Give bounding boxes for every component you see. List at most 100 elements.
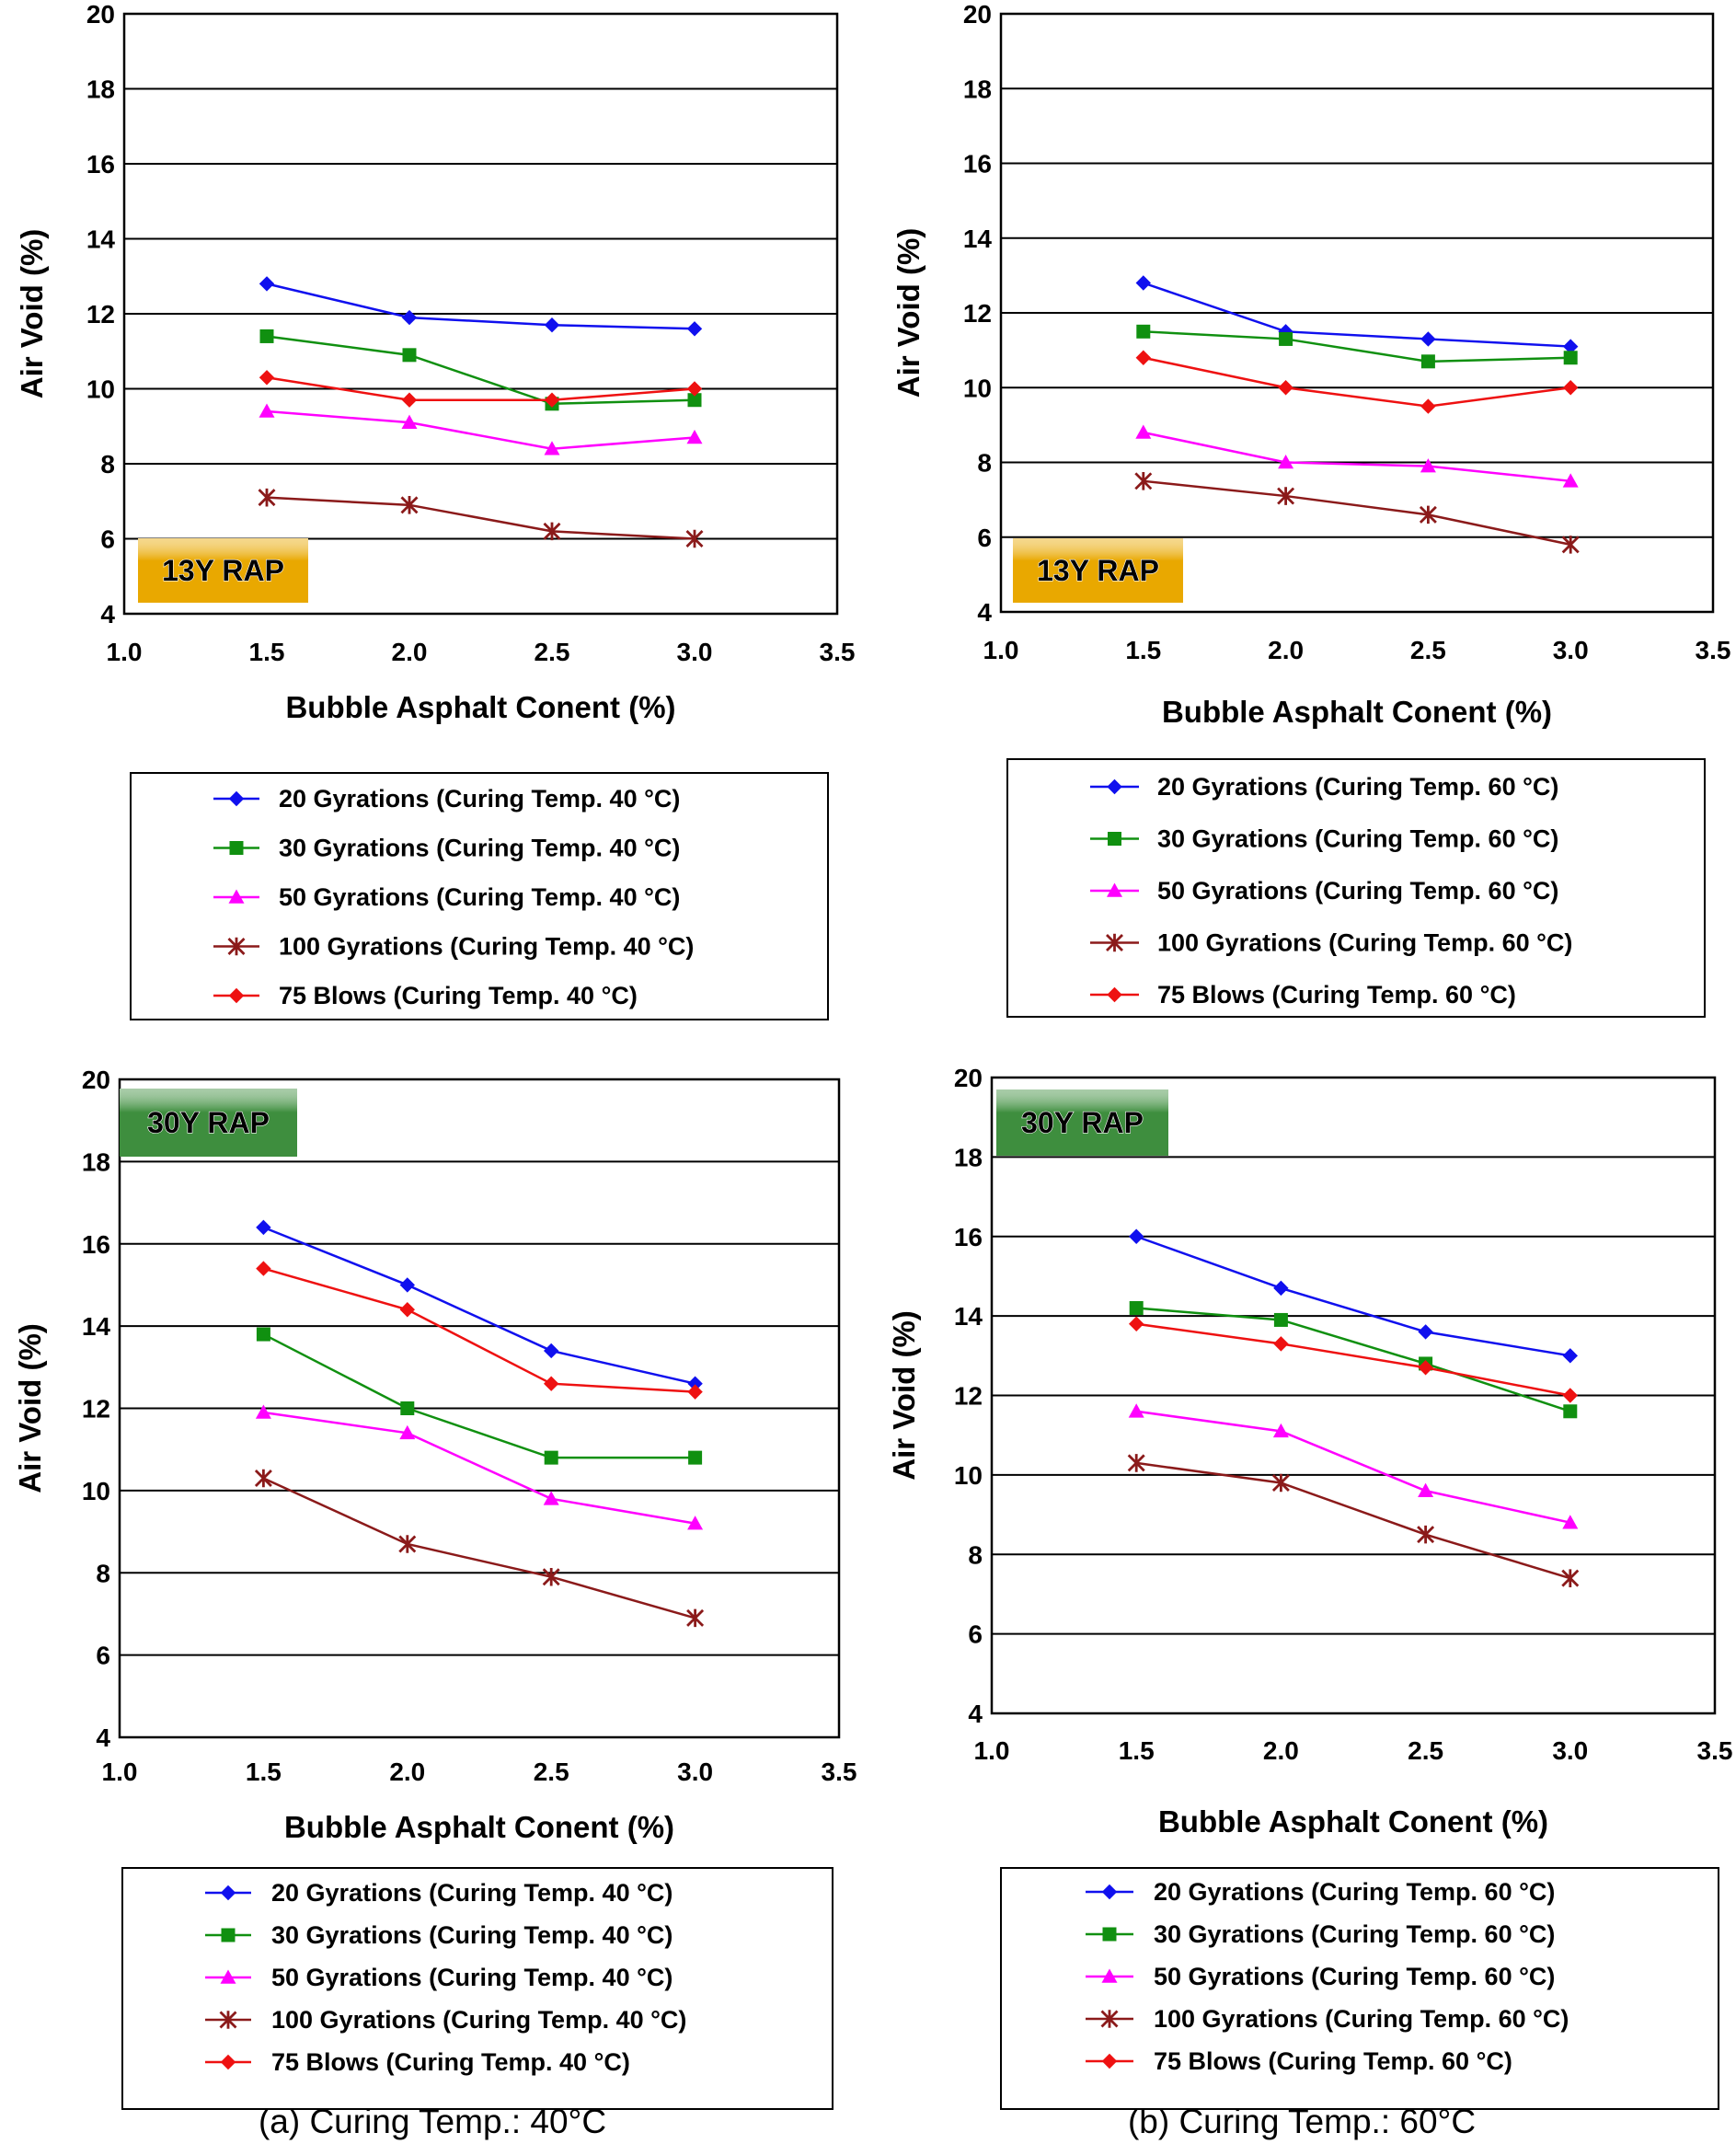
y-tick-label: 12 xyxy=(86,300,115,329)
badge-highlight xyxy=(996,1089,1168,1156)
data-point xyxy=(1127,1454,1145,1472)
y-tick-label: 20 xyxy=(82,1066,110,1094)
data-point xyxy=(544,1450,558,1465)
chart-13y-rap-60c: 4 6 8 10 12 14 16 18 20 1.0 1.5 2.0 2.5 3.0 3.5 Bubble … xyxy=(891,0,1731,1018)
x-tick-label: 2.5 xyxy=(1408,1736,1443,1765)
y-tick-label: 4 xyxy=(977,598,992,627)
y-tick-label: 8 xyxy=(96,1559,110,1587)
badge-label: 13Y RAP xyxy=(1037,554,1159,587)
x-tick-label: 1.0 xyxy=(102,1758,138,1786)
data-point xyxy=(1128,1403,1144,1418)
y-tick-label: 8 xyxy=(977,449,992,478)
data-point xyxy=(1420,458,1436,473)
data-point xyxy=(544,392,560,408)
legend-marker xyxy=(1107,778,1122,795)
data-point xyxy=(401,414,418,429)
data-point xyxy=(259,276,275,292)
legend-box xyxy=(121,1867,834,2110)
data-point xyxy=(1418,1360,1433,1376)
data-point xyxy=(1563,1404,1578,1419)
y-tick-label: 14 xyxy=(963,225,993,253)
y-tick-label: 6 xyxy=(968,1620,983,1649)
chart-30y-rap-40c: 4 6 8 10 12 14 16 18 20 1.0 1.5 2.0 2.5 3.0 3.5 Bubble … xyxy=(13,1066,857,2110)
x-axis-title: Bubble Asphalt Conent (%) xyxy=(1158,1804,1548,1839)
y-tick-label: 16 xyxy=(963,150,992,179)
data-point xyxy=(255,1404,271,1419)
legend-marker xyxy=(227,937,246,956)
legend-label: 75 Blows (Curing Temp. 60 °C) xyxy=(1154,2047,1512,2075)
data-point xyxy=(543,522,561,541)
series-line xyxy=(1136,1410,1571,1524)
legend-marker xyxy=(1101,1968,1118,1983)
data-point xyxy=(1562,380,1579,396)
x-tick-label: 3.0 xyxy=(1552,1736,1588,1765)
y-axis-title: Air Void (%) xyxy=(887,1310,921,1481)
y-tick-label: 12 xyxy=(82,1395,110,1424)
data-point xyxy=(1417,1525,1435,1544)
data-point xyxy=(401,309,418,326)
y-tick-label: 12 xyxy=(963,299,992,328)
data-point xyxy=(1273,1312,1288,1327)
legend-label: 100 Gyrations (Curing Temp. 60 °C) xyxy=(1154,2005,1569,2033)
data-point xyxy=(688,1450,703,1465)
data-point xyxy=(544,317,560,333)
legend-marker xyxy=(1100,2010,1119,2028)
data-point xyxy=(1418,1482,1434,1497)
data-point xyxy=(256,1327,270,1342)
x-tick-label: 2.0 xyxy=(1263,1736,1299,1765)
data-point xyxy=(1134,472,1153,490)
plot-frame xyxy=(122,12,839,616)
y-tick-label: 18 xyxy=(86,75,115,104)
x-tick-label: 3.0 xyxy=(677,638,713,666)
data-point xyxy=(687,1516,704,1530)
data-point xyxy=(1128,1228,1144,1244)
data-point xyxy=(1418,1324,1433,1340)
series-line xyxy=(1143,431,1571,483)
data-point xyxy=(543,1343,559,1359)
y-tick-label: 20 xyxy=(86,0,115,29)
series-line xyxy=(1143,330,1571,363)
badge-label: 13Y RAP xyxy=(162,554,284,587)
legend-marker xyxy=(1107,986,1122,1003)
data-point xyxy=(543,1376,559,1391)
data-point xyxy=(1562,1348,1579,1364)
data-point xyxy=(687,1384,703,1400)
x-tick-label: 3.5 xyxy=(820,638,856,666)
y-tick-label: 10 xyxy=(86,375,115,404)
legend-label: 50 Gyrations (Curing Temp. 60 °C) xyxy=(1154,1963,1555,1990)
data-point xyxy=(1562,473,1579,488)
caption-a: (a) Curing Temp.: 40°C xyxy=(259,2103,606,2140)
y-tick-label: 4 xyxy=(968,1700,983,1728)
y-tick-label: 4 xyxy=(96,1723,110,1752)
series-line xyxy=(263,1411,696,1525)
data-point xyxy=(1420,354,1435,369)
legend-marker xyxy=(228,987,245,1004)
x-tick-label: 1.5 xyxy=(246,1758,282,1786)
plot-frame xyxy=(999,12,1715,614)
badge-highlight xyxy=(138,538,308,603)
legend-marker xyxy=(1101,1884,1118,1900)
data-point xyxy=(686,1608,705,1628)
legend-box xyxy=(1000,1867,1719,2110)
x-tick-label: 3.0 xyxy=(677,1758,713,1786)
series-line xyxy=(1136,1307,1571,1412)
series-line xyxy=(262,1332,696,1459)
data-point xyxy=(1420,398,1436,414)
legend-label: 50 Gyrations (Curing Temp. 40 °C) xyxy=(279,883,680,911)
data-point xyxy=(256,1219,271,1236)
chart-30y-rap-60c: 4 6 8 10 12 14 16 18 20 1.0 1.5 2.0 2.5 3.0 3.5 Bubble … xyxy=(887,1064,1732,2110)
legend-label: 20 Gyrations (Curing Temp. 60 °C) xyxy=(1157,773,1558,801)
data-point xyxy=(1128,1316,1144,1331)
data-point xyxy=(1273,1280,1289,1297)
data-point xyxy=(1277,487,1295,505)
data-point xyxy=(1135,275,1152,291)
legend-marker xyxy=(220,1969,236,1984)
y-tick-label: 6 xyxy=(100,525,115,554)
data-point xyxy=(1135,424,1152,439)
y-tick-label: 10 xyxy=(963,374,992,402)
data-point xyxy=(254,1469,272,1488)
y-tick-label: 14 xyxy=(82,1312,111,1341)
series-line xyxy=(262,1226,696,1385)
legend-label: 20 Gyrations (Curing Temp. 40 °C) xyxy=(271,1879,673,1907)
x-tick-label: 3.5 xyxy=(1696,636,1731,664)
